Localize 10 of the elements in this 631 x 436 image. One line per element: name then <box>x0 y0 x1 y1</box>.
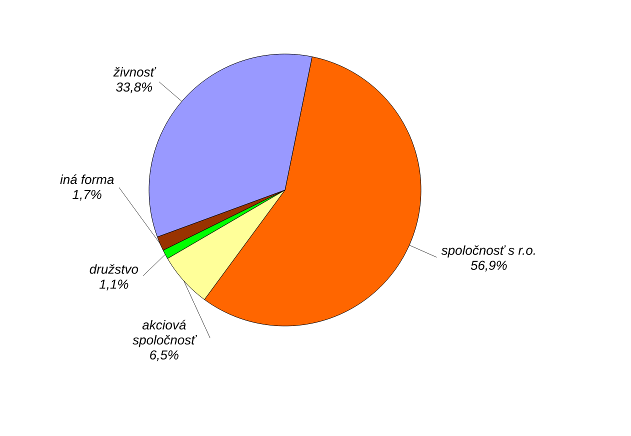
data-label: 56,9% <box>470 260 507 272</box>
slice-label: spoločnosť s r.o. <box>441 245 535 258</box>
slice-label: družstvo <box>90 264 138 274</box>
slice-label: akciová spoločnosť <box>132 320 198 348</box>
data-label: 33,8% <box>116 82 152 94</box>
slice-label: živnosť <box>113 67 156 77</box>
data-label: 1,7% <box>72 190 102 201</box>
data-label: 6,5% <box>150 350 178 362</box>
slice-label: iná forma <box>60 174 114 184</box>
data-label: 1,1% <box>99 280 128 290</box>
